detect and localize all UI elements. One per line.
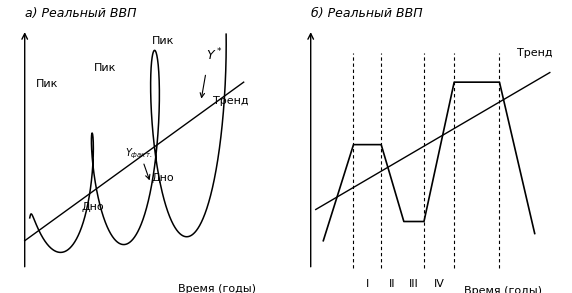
Text: Время (годы): Время (годы) <box>178 284 256 293</box>
Text: Тренд: Тренд <box>213 96 249 106</box>
Text: Тренд: Тренд <box>517 48 553 58</box>
Text: III: III <box>409 279 419 289</box>
Text: $Y_{\mathregular{факт.}}$: $Y_{\mathregular{факт.}}$ <box>125 147 153 161</box>
Text: Пик: Пик <box>152 36 174 46</box>
Text: Дно: Дно <box>152 173 174 183</box>
Text: Пик: Пик <box>94 62 117 73</box>
Text: а) Реальный ВВП: а) Реальный ВВП <box>25 7 136 20</box>
Text: IV: IV <box>434 279 444 289</box>
Text: Время (годы): Время (годы) <box>464 286 542 293</box>
Text: I: I <box>366 279 369 289</box>
Text: II: II <box>390 279 396 289</box>
Text: Пик: Пик <box>36 79 58 89</box>
Text: б) Реальный ВВП: б) Реальный ВВП <box>311 7 422 20</box>
Text: $Y^*$: $Y^*$ <box>206 46 223 63</box>
Text: Дно: Дно <box>81 202 104 212</box>
